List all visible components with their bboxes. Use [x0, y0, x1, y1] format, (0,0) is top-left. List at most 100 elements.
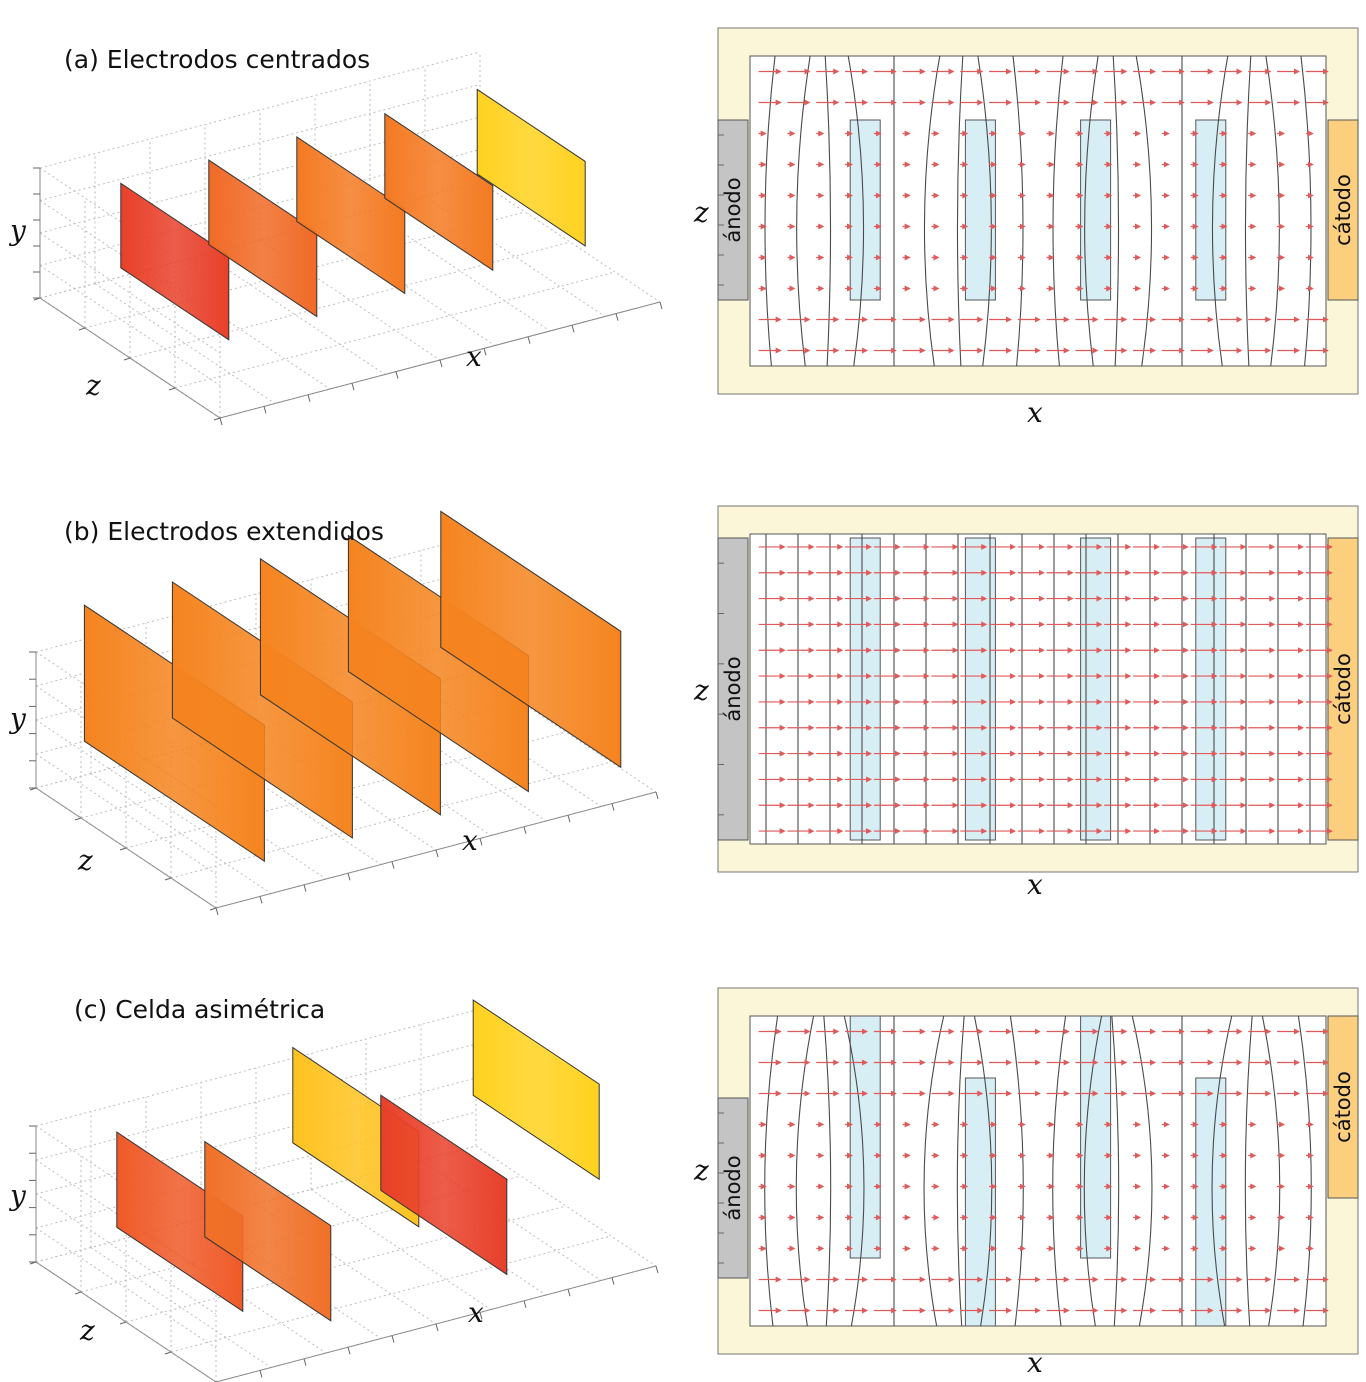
isoline [1052, 55, 1064, 367]
potential-isolines [764, 55, 1312, 367]
grid-line [35, 1009, 477, 1127]
panel-a-title: (a) Electrodos centrados [64, 45, 370, 74]
x-tick [567, 1289, 571, 1297]
x-tick [439, 359, 443, 368]
panel-c-3d-x-label: x [468, 1296, 484, 1329]
panel-a-2d-view: ánodo cátodo [717, 27, 1359, 395]
electrode-plates [120, 88, 586, 341]
grid-line [90, 1247, 272, 1368]
grid-line [39, 232, 221, 354]
panel-c-2d-x-label: x [1027, 1346, 1043, 1379]
membrane-4 [1195, 537, 1227, 841]
panel-c-3d-z-label: z [79, 1314, 95, 1347]
z-tick [29, 1261, 37, 1265]
potential-isolines [764, 1015, 1312, 1327]
x-tick [611, 803, 615, 811]
x-tick [303, 884, 307, 892]
grid-line [475, 1145, 657, 1267]
grid-line [35, 1111, 477, 1229]
isoline [824, 55, 832, 367]
isoline [923, 55, 941, 367]
current-vectors [758, 1028, 1329, 1314]
grid-line [35, 1077, 477, 1195]
cathode-block [1327, 119, 1359, 301]
z-tick [119, 847, 127, 851]
grid-line [39, 265, 221, 386]
grid-line [39, 51, 481, 169]
membrane-4 [1195, 119, 1227, 301]
x-tick [655, 791, 659, 800]
anode: ánodo [717, 537, 749, 841]
cathode: cátodo [1327, 537, 1359, 841]
anode-block [717, 119, 749, 301]
x-tick [523, 826, 527, 834]
panel-b-3d-y-label: y [8, 702, 27, 735]
grid-line [90, 773, 272, 894]
isoline [923, 1015, 945, 1327]
electrode-plate-5 [476, 88, 586, 247]
z-tick [209, 907, 217, 911]
isoline [1012, 55, 1024, 367]
isoline [1244, 55, 1252, 367]
panel-b-2d-x-label: x [1027, 868, 1043, 901]
panel-b-3d-z-label: z [77, 844, 93, 877]
grid-line [174, 271, 616, 389]
panel-a-2d-x-label: x [1027, 396, 1043, 429]
anode-label: ánodo [721, 1155, 745, 1220]
grid-line [84, 211, 526, 329]
panel-c-2d-z-label: z [693, 1154, 709, 1187]
x-tick [479, 1312, 483, 1320]
grid-line [39, 181, 481, 299]
isoline [843, 1015, 865, 1327]
panel-b-2d-view: ánodo cátodo [717, 505, 1359, 873]
x-tick [307, 394, 311, 402]
grid-line [310, 1189, 492, 1310]
isoline [1084, 55, 1099, 367]
isoline [1135, 55, 1153, 367]
isoline [1111, 1015, 1120, 1327]
cathode: cátodo [1327, 119, 1359, 301]
grid-line [35, 753, 217, 875]
panel-a-3d-x-label: x [466, 340, 482, 373]
grid-line [35, 671, 477, 789]
isoline [764, 55, 776, 367]
x-tick [215, 907, 219, 916]
z-tick [119, 1321, 127, 1325]
anode-block [717, 537, 749, 841]
x-tick [615, 313, 619, 321]
panel-a-3d-z-label: z [85, 369, 101, 402]
x-tick [259, 1370, 263, 1378]
electrode-plates [83, 510, 622, 863]
x-tick [219, 417, 223, 426]
panel-a: (a) Electrodos centrados y z x ánodo cáto… [8, 27, 1359, 429]
isoline [977, 55, 992, 367]
anode: ánodo [717, 1097, 749, 1279]
membrane-1 [849, 537, 881, 841]
isoline [1052, 1015, 1067, 1327]
x-tick [483, 348, 487, 356]
electrode-plate-4 [384, 112, 494, 272]
current-vectors [758, 543, 1333, 835]
panel-a-3d-y-label: y [8, 214, 27, 247]
membrane-2 [964, 1077, 996, 1327]
panel-b: (b) Electrodos extendidos y z x ánodo cát… [8, 505, 1359, 916]
cathode-label: cátodo [1331, 653, 1355, 725]
membrane-3 [1080, 537, 1112, 841]
grid-line [170, 1235, 612, 1353]
z-tick [168, 387, 176, 391]
membrane-1 [849, 119, 881, 301]
z-tick [213, 417, 221, 421]
anode-label: ánodo [721, 656, 745, 721]
x-tick [571, 325, 575, 333]
grid-line [125, 731, 567, 849]
x-tick [347, 1347, 351, 1355]
panel-c-2d-view: ánodo cátodo [717, 987, 1359, 1355]
anode-block [717, 1097, 749, 1279]
isoline [847, 55, 865, 367]
electrode-plate-5 [472, 999, 600, 1181]
membrane-2 [964, 537, 996, 841]
grid-line [39, 116, 481, 234]
x-tick [347, 873, 351, 881]
grid-line [80, 1175, 522, 1293]
